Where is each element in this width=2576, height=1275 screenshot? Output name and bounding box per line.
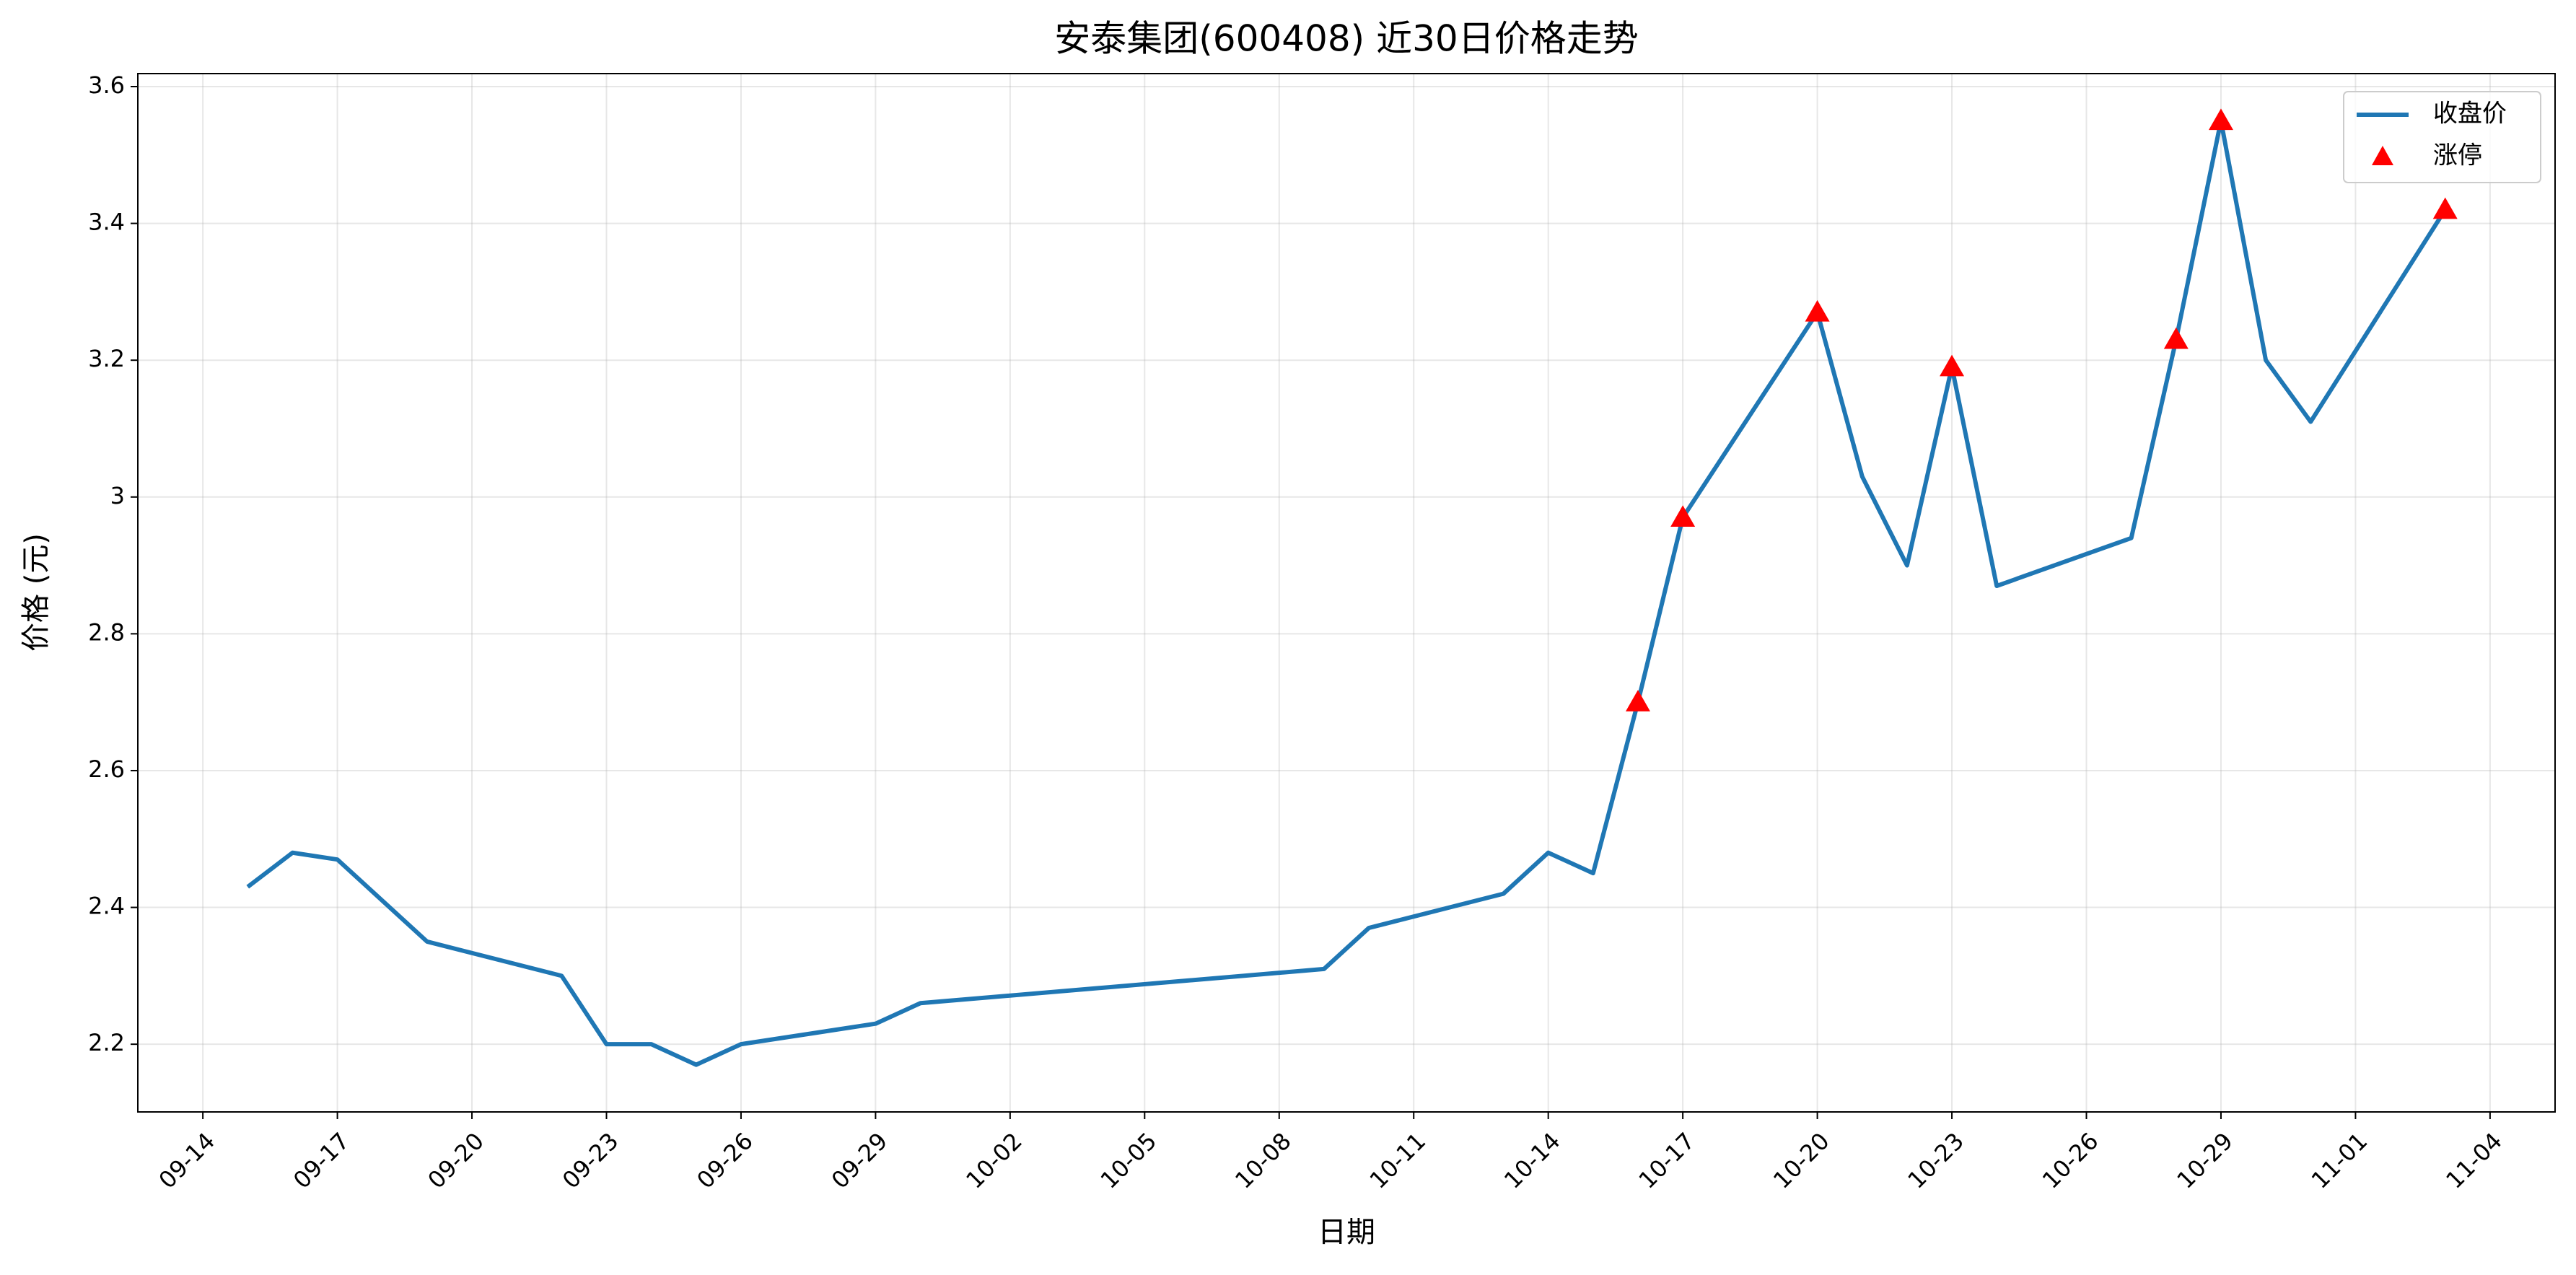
price-line <box>246 118 2448 1067</box>
legend-label: 涨停 <box>2433 141 2482 170</box>
limit-up-marker <box>2432 197 2458 219</box>
y-tick-label: 2.2 <box>88 1029 125 1056</box>
limit-up-marker <box>1940 354 1965 377</box>
x-axis-label: 日期 <box>1318 1216 1375 1249</box>
limit-up-marker <box>2163 327 2189 349</box>
legend-label: 收盘价 <box>2433 100 2507 128</box>
chart-title: 安泰集团(600408) 近30日价格走势 <box>1054 18 1638 60</box>
limit-up-marker <box>1805 299 1830 322</box>
limit-up-marker <box>2208 108 2233 131</box>
y-tick-label: 2.6 <box>88 755 125 783</box>
y-tick-label: 3.4 <box>88 209 125 236</box>
y-tick-label: 2.4 <box>88 893 125 920</box>
y-tick-label: 3.2 <box>88 345 125 372</box>
y-tick-label: 3.6 <box>88 71 125 99</box>
limit-up-marker <box>1625 690 1650 711</box>
legend-marker <box>2372 146 2393 165</box>
y-axis-label: 价格 (元) <box>19 533 53 652</box>
y-tick-label: 2.8 <box>88 618 125 646</box>
plot-frame <box>137 73 2556 1113</box>
y-tick-label: 3 <box>110 482 125 509</box>
limit-up-marker <box>1670 505 1696 527</box>
